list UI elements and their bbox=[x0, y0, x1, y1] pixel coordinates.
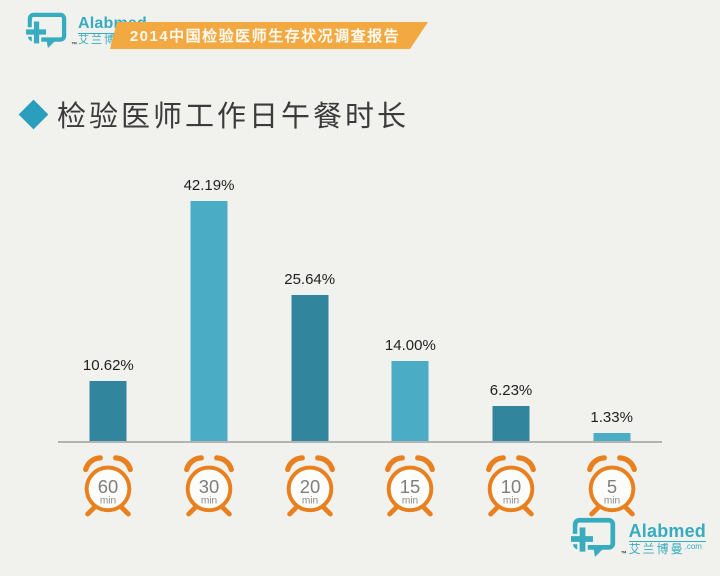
bar-value-label: 6.23% bbox=[489, 382, 533, 399]
clock-axis-row: 60 min 30 min 20 min 15 min 10 min 5 min bbox=[58, 450, 662, 520]
bar bbox=[391, 361, 429, 441]
trademark-symbol: ™ bbox=[71, 42, 77, 48]
footer-logo-brand: Alabmed bbox=[628, 520, 706, 542]
report-title-banner: 2014中国检验医师生存状况调查报告 bbox=[110, 22, 428, 49]
svg-text:30: 30 bbox=[199, 475, 219, 496]
svg-text:60: 60 bbox=[98, 475, 118, 496]
bar-value-label: 25.64% bbox=[284, 271, 336, 288]
diamond-bullet-icon bbox=[18, 99, 49, 129]
bar bbox=[492, 406, 530, 441]
svg-text:20: 20 bbox=[299, 475, 319, 496]
section-title: 检验医师工作日午餐时长 bbox=[57, 101, 410, 133]
alabmed-bubble-icon bbox=[570, 517, 615, 557]
footer-brand-logo: ™ Alabmed 艾兰博曼.com bbox=[570, 517, 706, 559]
footer-logo-tld: .com bbox=[684, 541, 702, 551]
bar-column: 42.19% bbox=[159, 177, 260, 441]
bar-value-label: 1.33% bbox=[590, 409, 633, 426]
bar-column: 6.23% bbox=[461, 180, 562, 441]
footer-logo-text: Alabmed 艾兰博曼.com bbox=[628, 520, 706, 556]
svg-text:5: 5 bbox=[607, 475, 617, 496]
svg-text:min: min bbox=[301, 495, 317, 506]
svg-text:min: min bbox=[604, 495, 620, 506]
bar-value-label: 42.19% bbox=[183, 177, 235, 194]
bar-chart-plot-area: 10.62% 42.19% 25.64% 14.00% 6.23% 1.33% bbox=[58, 177, 662, 443]
clock-item: 15 min bbox=[360, 450, 461, 520]
bar-column: 14.00% bbox=[360, 180, 461, 441]
svg-text:min: min bbox=[503, 495, 519, 506]
bar-column: 25.64% bbox=[259, 180, 360, 441]
clock-item: 5 min bbox=[561, 450, 662, 520]
clock-item: 30 min bbox=[159, 450, 260, 520]
section-title-row: 检验医师工作日午餐时长 bbox=[18, 96, 410, 133]
bar-column: 1.33% bbox=[561, 180, 662, 441]
clock-item: 60 min bbox=[58, 450, 159, 520]
svg-text:min: min bbox=[402, 495, 418, 506]
bar bbox=[291, 295, 329, 441]
report-title-text: 2014中国检验医师生存状况调查报告 bbox=[129, 28, 401, 45]
bar-value-label: 14.00% bbox=[384, 337, 436, 354]
footer-logo-brand-cn: 艾兰博曼.com bbox=[628, 541, 702, 556]
svg-text:10: 10 bbox=[501, 475, 521, 496]
bar bbox=[593, 433, 631, 441]
svg-text:min: min bbox=[100, 495, 116, 506]
svg-text:min: min bbox=[201, 495, 217, 506]
alabmed-bubble-icon bbox=[26, 12, 67, 49]
clock-item: 10 min bbox=[461, 450, 562, 520]
bar-value-label: 10.62% bbox=[82, 357, 134, 374]
svg-text:15: 15 bbox=[400, 475, 420, 496]
bar bbox=[190, 201, 228, 441]
clock-item: 20 min bbox=[259, 450, 360, 520]
bar-column: 10.62% bbox=[58, 180, 159, 441]
trademark-symbol: ™ bbox=[620, 551, 627, 557]
bar bbox=[89, 381, 127, 441]
